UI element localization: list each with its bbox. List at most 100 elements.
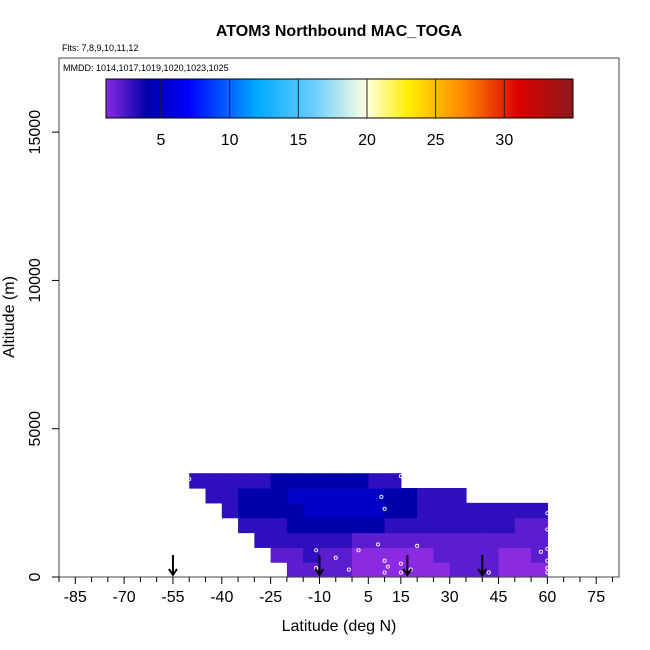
heatmap-cells	[189, 473, 548, 578]
x-axis: -85 -70 -55 -40 -25 -10 5 15 30 45 60 75	[58, 577, 613, 606]
heatmap-cell	[270, 547, 288, 563]
heatmap-cell	[465, 532, 483, 548]
chart-subtitle-flights: Flts: 7,8,9,10,11,12	[62, 43, 138, 53]
y-tick-label: 0	[27, 572, 44, 581]
heatmap-cell	[303, 473, 321, 489]
sample-point	[398, 570, 403, 575]
heatmap-cell	[270, 473, 288, 489]
sample-point	[398, 561, 403, 566]
heatmap-cell	[303, 532, 321, 548]
colorbar-ticks: 5 10 15 20 25 30	[156, 79, 513, 149]
heatmap-cell	[514, 517, 532, 534]
heatmap-cell	[352, 473, 369, 489]
heatmap-cell	[303, 488, 321, 504]
y-axis-label: Altitude (m)	[1, 276, 18, 358]
sample-point	[486, 570, 491, 575]
heatmap-cell	[400, 488, 418, 504]
heatmap-cell	[400, 532, 418, 548]
heatmap-cell	[514, 502, 532, 519]
x-tick-label: 5	[364, 589, 373, 606]
x-tick-label: 15	[392, 589, 410, 606]
heatmap-cell	[482, 562, 500, 578]
heatmap-cell	[352, 532, 369, 548]
chart-title: ATOM3 Northbound MAC_TOGA	[216, 23, 463, 40]
heatmap-cell	[498, 562, 516, 578]
heatmap-cell	[482, 547, 500, 563]
heatmap-cell	[335, 517, 353, 534]
sample-point	[545, 570, 550, 575]
y-tick-label: 10000	[27, 258, 44, 303]
heatmap-cell	[531, 502, 548, 519]
heatmap-cell	[319, 562, 337, 578]
heatmap-cell	[384, 532, 402, 548]
sample-point	[382, 506, 387, 511]
heatmap-cell	[368, 488, 386, 504]
heatmap-cell	[498, 532, 516, 548]
y-axis: 0 5000 10000 15000	[27, 110, 59, 581]
heatmap-cell	[384, 502, 402, 519]
x-tick-label: -40	[210, 589, 233, 606]
heatmap-cell	[286, 532, 304, 548]
heatmap-cell	[514, 562, 532, 578]
heatmap-cell	[270, 517, 288, 534]
heatmap-cell	[384, 488, 402, 504]
heatmap-cell	[449, 562, 467, 578]
heatmap-cell	[221, 502, 239, 519]
sample-point	[398, 474, 403, 479]
heatmap-cell	[254, 488, 272, 504]
colorbar-tick-label: 20	[358, 132, 376, 149]
heatmap-cell	[433, 532, 451, 548]
heatmap-cell	[189, 473, 207, 489]
heatmap-cell	[400, 502, 418, 519]
heatmap-cell	[449, 517, 467, 534]
heatmap-cell	[400, 517, 418, 534]
heatmap-cell	[384, 473, 402, 489]
heatmap-cell	[286, 562, 304, 578]
heatmap-cell	[254, 517, 272, 534]
heatmap-cell	[352, 562, 369, 578]
heatmap-cell	[352, 488, 369, 504]
heatmap-cell	[368, 532, 386, 548]
heatmap-cell	[482, 517, 500, 534]
heatmap-cell	[270, 532, 288, 548]
arrow-head	[168, 568, 178, 577]
heatmap-cell	[205, 488, 223, 504]
heatmap-cell	[254, 502, 272, 519]
heatmap-cell	[286, 473, 304, 489]
heatmap-cell	[498, 517, 516, 534]
heatmap-cell	[384, 517, 402, 534]
colorbar-tick-label: 15	[289, 132, 307, 149]
heatmap-cell	[335, 532, 353, 548]
heatmap-cell	[531, 547, 548, 563]
heatmap-cell	[303, 547, 321, 563]
arrow-head	[402, 568, 413, 577]
heatmap-cell	[335, 473, 353, 489]
heatmap-cell	[335, 547, 353, 563]
heatmap-cell	[368, 547, 386, 563]
latitude-arrow	[477, 555, 488, 577]
sample-point	[545, 527, 550, 532]
heatmap-cell	[319, 473, 337, 489]
heatmap-cell	[286, 502, 304, 519]
latitude-arrows	[168, 555, 488, 577]
plot-frame	[58, 57, 620, 578]
heatmap-cell	[531, 562, 548, 578]
heatmap-cell	[433, 562, 451, 578]
arrow-head	[477, 568, 488, 577]
heatmap-cell	[384, 547, 402, 563]
sample-points	[187, 474, 550, 575]
sample-point	[382, 558, 387, 563]
heatmap-cell	[335, 562, 353, 578]
heatmap-cell	[498, 502, 516, 519]
sample-point	[545, 558, 550, 563]
latitude-arrow	[314, 555, 325, 577]
heatmap-cell	[465, 547, 483, 563]
sample-point	[346, 567, 351, 572]
colorbar-tick-label: 25	[427, 132, 445, 149]
heatmap-cell	[254, 532, 272, 548]
heatmap-cell	[352, 502, 369, 519]
heatmap-cell	[514, 532, 532, 548]
heatmap-cell	[205, 473, 223, 489]
heatmap-cell	[303, 562, 321, 578]
